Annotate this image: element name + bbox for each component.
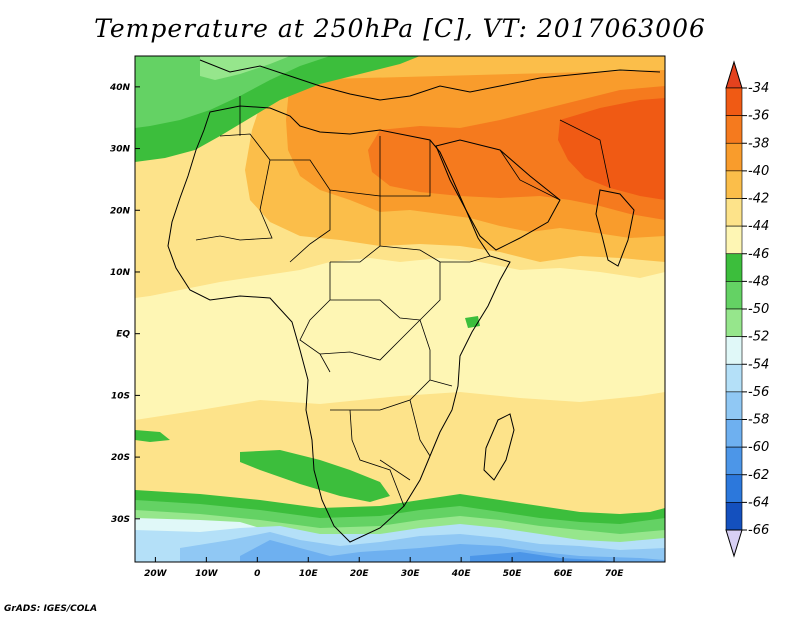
colorbar-swatch xyxy=(725,225,743,255)
lat-tick-label: 20N xyxy=(110,206,131,216)
colorbar-swatch xyxy=(725,336,743,365)
colorbar-label: -64 xyxy=(748,495,769,510)
colorbar-swatch xyxy=(725,170,743,199)
colorbar-label: -42 xyxy=(748,192,769,207)
lon-tick-label: 20E xyxy=(350,569,370,579)
plot-frame xyxy=(134,55,666,563)
africa-coastline xyxy=(167,105,511,543)
colorbar-label: -54 xyxy=(748,357,769,372)
lat-tick-label: 40N xyxy=(109,83,131,93)
colorbar-swatch xyxy=(725,87,743,116)
lon-tick-label: 10E xyxy=(299,569,319,579)
lat-tick-label: 10S xyxy=(111,391,130,401)
lat-tick-label: EQ xyxy=(116,330,130,340)
colorbar-swatch xyxy=(725,419,743,448)
lon-tick-label: 10W xyxy=(195,569,219,579)
map-title: Temperature at 250hPa [C], VT: 201706300… xyxy=(94,14,706,43)
europe-coastline xyxy=(199,59,661,101)
colorbar-label: -44 xyxy=(748,219,769,234)
colorbar-label: -48 xyxy=(748,274,769,289)
colorbar-top-arrow xyxy=(725,60,743,89)
lat-tick-label: 30S xyxy=(111,515,130,525)
colorbar-swatch xyxy=(725,502,743,531)
lon-tick-label: 40E xyxy=(451,569,472,579)
lon-tick-label: 30E xyxy=(401,569,421,579)
coastlines xyxy=(167,59,661,543)
temperature-field xyxy=(135,56,665,562)
colorbar-swatch xyxy=(725,142,743,172)
india-coastline xyxy=(595,189,635,267)
band-58-south xyxy=(240,540,665,562)
colorbar-swatch xyxy=(725,281,743,310)
lon-tick-label: 20W xyxy=(144,569,168,579)
colorbar-label: -40 xyxy=(748,164,769,179)
band-46-south-b xyxy=(135,430,170,442)
colorbar-label: -34 xyxy=(748,81,769,96)
colorbar-swatch xyxy=(725,115,743,144)
band-46-south-a xyxy=(240,450,390,502)
colorbar-label: -56 xyxy=(748,385,769,400)
colorbar-swatch xyxy=(725,198,743,227)
colorbar-swatch xyxy=(725,474,743,503)
longitude-axis: 20W 10W 0 10E 20E 30E 40E 50E 60E 70E xyxy=(144,557,624,579)
colorbar-label: -50 xyxy=(748,302,769,317)
colorbar-label: -62 xyxy=(748,468,769,483)
lon-tick-label: 60E xyxy=(554,569,574,579)
colorbar-bottom-arrow xyxy=(725,529,743,558)
colorbar-label: -66 xyxy=(748,523,769,538)
colorbar-label: -58 xyxy=(748,413,769,428)
colorbar-swatch xyxy=(725,446,743,476)
colorbar-swatch xyxy=(725,391,743,420)
arabia-coastline xyxy=(435,139,561,251)
border-lines xyxy=(195,96,611,507)
lat-tick-label: 10N xyxy=(110,268,131,278)
lat-tick-label: 30N xyxy=(110,145,131,155)
colorbar-label: -52 xyxy=(748,330,769,345)
lon-tick-label: 70E xyxy=(605,569,625,579)
colorbar-swatch xyxy=(725,308,743,337)
band-core xyxy=(558,98,665,200)
madagascar-coastline xyxy=(483,413,515,481)
colorbar-swatch xyxy=(725,253,743,282)
colorbar-label: -36 xyxy=(748,109,769,124)
lon-tick-label: 50E xyxy=(503,569,523,579)
band-40-south xyxy=(135,392,665,520)
colorbar: -34 -36 -38 -40 -42 -44 -46 -48 -50 -52 -54 -56 -58 -… xyxy=(725,60,769,558)
band-50-north xyxy=(200,56,290,80)
lat-tick-label: 20S xyxy=(111,453,130,463)
colorbar-label: -38 xyxy=(748,136,769,151)
band-60-south xyxy=(470,552,620,562)
colorbar-label: -46 xyxy=(748,247,769,262)
latitude-axis: 40N 30N 20N 10N EQ 10S 20S 30S xyxy=(109,83,140,525)
credit-text: GrADS: IGES/COLA xyxy=(4,604,98,614)
lon-tick-label: 0 xyxy=(254,569,260,579)
band-48-north xyxy=(135,56,330,128)
colorbar-label: -60 xyxy=(748,440,769,455)
colorbar-swatch xyxy=(725,363,743,393)
